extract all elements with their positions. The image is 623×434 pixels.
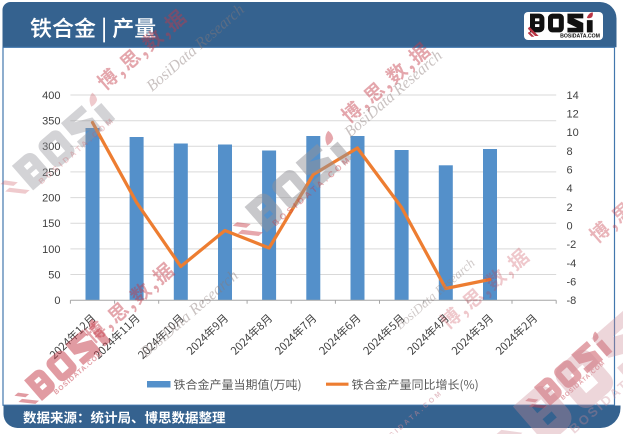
svg-text:50: 50 [48, 269, 60, 281]
svg-text:200: 200 [42, 193, 60, 205]
svg-text:2: 2 [567, 202, 573, 214]
svg-text:BOSIDATA.COM: BOSIDATA.COM [560, 34, 600, 40]
svg-text:-4: -4 [567, 258, 577, 270]
svg-text:0: 0 [54, 295, 60, 307]
svg-text:10: 10 [567, 127, 579, 139]
svg-text:-6: -6 [567, 276, 577, 288]
svg-text:350: 350 [42, 116, 60, 128]
svg-text:-2: -2 [567, 239, 577, 251]
svg-text:14: 14 [567, 90, 579, 102]
svg-text:12: 12 [567, 109, 579, 121]
svg-text:400: 400 [42, 90, 60, 102]
svg-text:6: 6 [567, 165, 573, 177]
svg-text:-8: -8 [567, 295, 577, 307]
svg-text:150: 150 [42, 218, 60, 230]
svg-text:8: 8 [567, 146, 573, 158]
svg-text:100: 100 [42, 244, 60, 256]
svg-text:4: 4 [567, 183, 573, 195]
svg-text:0: 0 [567, 221, 573, 233]
